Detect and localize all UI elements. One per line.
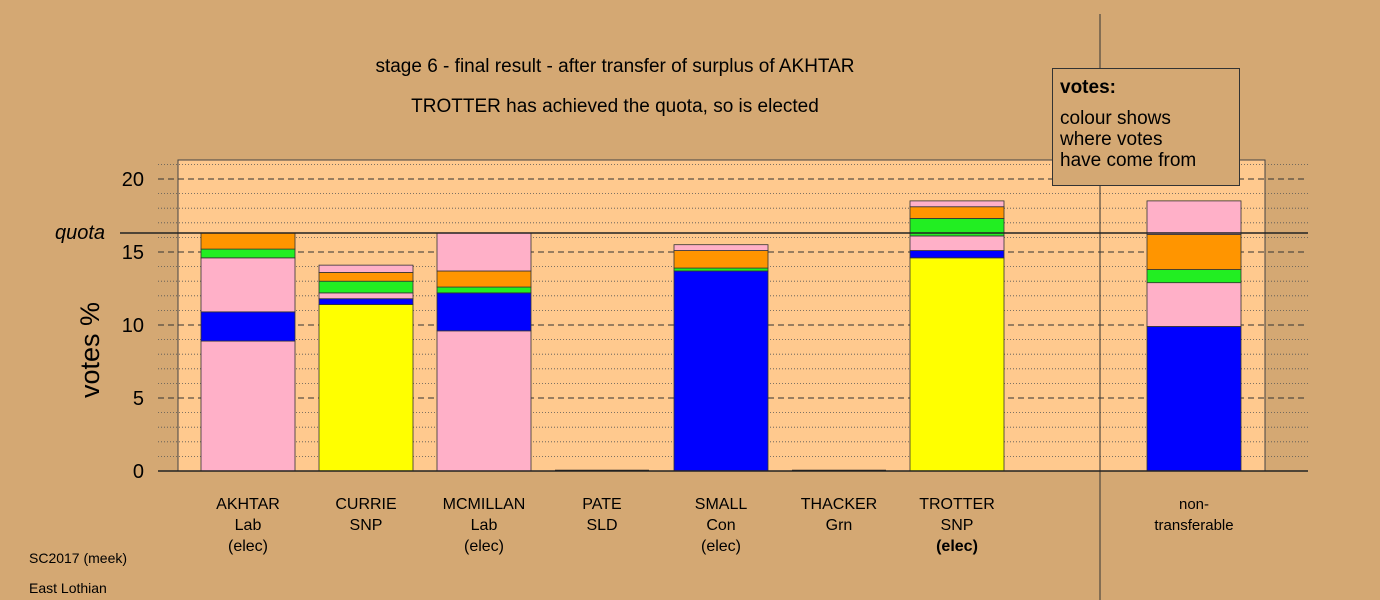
bar-segment-ld bbox=[1146, 234, 1242, 270]
category-label-line2: transferable bbox=[1154, 517, 1234, 534]
y-tick-label: 0 bbox=[133, 461, 144, 483]
bar-segment-ld bbox=[673, 250, 769, 269]
candidate-party: SNP bbox=[349, 517, 383, 534]
legend-title: votes: bbox=[1060, 77, 1116, 98]
bar-segment-con bbox=[436, 292, 532, 332]
candidate-name: THACKER bbox=[800, 496, 878, 513]
candidate-party: Grn bbox=[825, 517, 853, 534]
category-label-akhtar: AKHTAR Lab (elec) bbox=[183, 494, 313, 557]
bar-segment-grn bbox=[673, 267, 769, 272]
bar-segment-con bbox=[909, 250, 1005, 259]
bar-segment-lab bbox=[673, 244, 769, 251]
category-label-trotter: TROTTER SNP (elec) bbox=[892, 494, 1022, 557]
candidate-name: MCMILLAN bbox=[442, 496, 526, 513]
footer-method: SC2017 (meek) bbox=[29, 550, 128, 566]
bar-segment-grn bbox=[200, 248, 296, 259]
bar-segment-lab bbox=[200, 257, 296, 313]
legend-line: have come from bbox=[1060, 150, 1197, 171]
bar-segment-con bbox=[318, 298, 414, 305]
category-label-small: SMALL Con (elec) bbox=[656, 494, 786, 557]
bar-segment-lab bbox=[1146, 200, 1242, 235]
bar-segment-con bbox=[673, 270, 769, 472]
bar-segment-snp bbox=[909, 257, 1005, 472]
y-tick-label: 10 bbox=[122, 315, 144, 337]
candidate-party: SLD bbox=[586, 517, 618, 534]
y-tick-label: 15 bbox=[122, 242, 144, 264]
candidate-party: Con bbox=[706, 517, 736, 534]
bar-segment-ld bbox=[436, 270, 532, 288]
bar-segment-con bbox=[200, 311, 296, 342]
bar-segment-con bbox=[1146, 326, 1242, 472]
y-tick-label: 5 bbox=[133, 388, 144, 410]
bar-segment-grn bbox=[318, 280, 414, 294]
bar-segment-snp bbox=[318, 304, 414, 472]
category-label-line1: non- bbox=[1178, 496, 1210, 513]
bar-segment-grn bbox=[1146, 269, 1242, 284]
bar-segment-grn bbox=[436, 286, 532, 294]
candidate-name: CURRIE bbox=[335, 496, 397, 513]
category-label-thacker: THACKER Grn bbox=[774, 494, 904, 536]
bar-segment-lab bbox=[436, 330, 532, 472]
bar-segment-lab bbox=[318, 292, 414, 300]
candidate-party: SNP bbox=[940, 517, 974, 534]
legend-box: votes: colour shows where votes have com… bbox=[1052, 68, 1240, 186]
bar-segment-ld bbox=[200, 232, 296, 250]
bar-segment-lab bbox=[318, 264, 414, 273]
chart-title: stage 6 - final result - after transfer … bbox=[375, 56, 855, 77]
chart-subtitle: TROTTER has achieved the quota, so is el… bbox=[411, 96, 819, 117]
candidate-status: (elec) bbox=[227, 538, 268, 555]
candidate-party: Lab bbox=[234, 517, 262, 534]
candidate-name: AKHTAR bbox=[216, 496, 280, 513]
footer-ward: East Lothian bbox=[29, 580, 107, 596]
candidate-name: PATE bbox=[582, 496, 622, 513]
category-label-non-transferable: non- transferable bbox=[1129, 494, 1259, 536]
candidate-party: Lab bbox=[470, 517, 498, 534]
category-label-currie: CURRIE SNP bbox=[301, 494, 431, 536]
bar-segment-lab bbox=[1146, 282, 1242, 327]
bar-segment-lab bbox=[436, 232, 532, 272]
candidate-status: (elec) bbox=[936, 538, 978, 555]
category-label-pate: PATE SLD bbox=[537, 494, 667, 536]
bar-segment-ld bbox=[909, 206, 1005, 219]
candidate-status: (elec) bbox=[463, 538, 504, 555]
bar-segment-ld bbox=[318, 272, 414, 282]
candidate-name: TROTTER bbox=[919, 496, 995, 513]
y-tick-label: 20 bbox=[122, 169, 144, 191]
y-axis-label: votes % bbox=[75, 302, 105, 398]
quota-label: quota bbox=[55, 222, 105, 244]
legend-line: where votes bbox=[1060, 129, 1163, 150]
category-label-mcmillan: MCMILLAN Lab (elec) bbox=[419, 494, 549, 557]
candidate-status: (elec) bbox=[700, 538, 741, 555]
bar-segment-lab bbox=[909, 235, 1005, 251]
legend-line: colour shows bbox=[1060, 108, 1171, 129]
candidate-name: SMALL bbox=[694, 496, 748, 513]
bar-segment-lab bbox=[909, 200, 1005, 208]
bar-segment-lab bbox=[200, 340, 296, 472]
